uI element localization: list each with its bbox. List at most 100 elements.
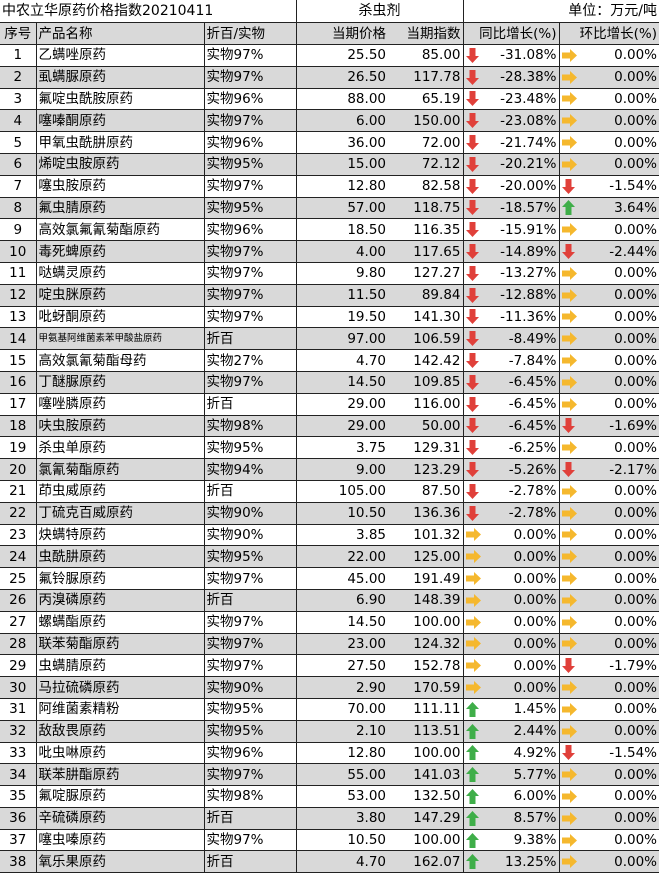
- arrow-right-icon: [561, 503, 578, 523]
- arrow-down-icon: [465, 394, 482, 414]
- product-name: 吡蚜酮原药: [36, 306, 205, 329]
- row-no: 21: [0, 480, 37, 503]
- mom-value: -2.17%: [609, 461, 657, 478]
- row-no: 19: [0, 436, 37, 460]
- mom-cell: 0.00%: [559, 218, 659, 242]
- yoy-value: 0.00%: [513, 592, 557, 609]
- yoy-cell: -20.21%: [463, 153, 560, 176]
- yoy-value: -12.88%: [500, 287, 557, 304]
- arrow-right-icon: [561, 45, 578, 65]
- product-name: 甲氨基阿维菌素苯甲酸盐原药: [36, 327, 205, 351]
- arrow-down-icon: [465, 242, 482, 262]
- yoy-cell: -6.25%: [463, 436, 560, 460]
- yoy-value: 0.00%: [513, 657, 557, 674]
- mom-value: 0.00%: [614, 810, 657, 827]
- mom-cell: 0.00%: [559, 44, 659, 67]
- table-row: 2 虱螨脲原药 实物97% 26.50 117.78 -28.38% 0.00%: [0, 66, 659, 89]
- mom-value: 0.00%: [614, 788, 657, 805]
- arrow-right-icon: [561, 569, 578, 589]
- mom-value: 0.00%: [614, 635, 657, 652]
- spec: 折百: [204, 850, 297, 873]
- price: 88.00: [296, 88, 388, 111]
- table-row: 36 辛硫磷原药 折百 3.80 147.29 8.57% 0.00%: [0, 807, 659, 830]
- header-name: 产品名称: [36, 22, 205, 45]
- product-name: 噻虫胺原药: [36, 175, 205, 198]
- arrow-right-icon: [465, 634, 482, 654]
- table-row: 12 啶虫脒原药 实物97% 11.50 89.84 -12.88% 0.00%: [0, 284, 659, 307]
- yoy-value: -13.27%: [500, 265, 557, 282]
- arrow-down-icon: [465, 176, 482, 196]
- arrow-right-icon: [561, 111, 578, 131]
- table-row: 20 氯氰菊酯原药 实物94% 9.00 123.29 -5.26% -2.17%: [0, 458, 659, 481]
- price: 3.85: [296, 524, 388, 547]
- arrow-right-icon: [561, 678, 578, 698]
- header-row: 序号 产品名称 折百/实物 当期价格 当期指数 同比增长(%) 环比增长(%): [0, 22, 659, 45]
- mom-cell: 0.00%: [559, 720, 659, 743]
- product-name: 杀虫单原药: [36, 436, 205, 460]
- yoy-cell: 0.00%: [463, 567, 560, 590]
- table-row: 35 氟啶脲原药 实物98% 53.00 132.50 6.00% 0.00%: [0, 785, 659, 808]
- arrow-right-icon: [561, 481, 578, 501]
- mom-value: 0.00%: [614, 832, 657, 849]
- arrow-right-icon: [561, 351, 578, 371]
- table-row: 26 丙溴磷原药 折百 6.90 148.39 0.00% 0.00%: [0, 589, 659, 612]
- price: 6.90: [296, 589, 388, 612]
- row-no: 28: [0, 633, 37, 656]
- price: 25.50: [296, 44, 388, 67]
- product-name: 氯氰菊酯原药: [36, 458, 205, 481]
- yoy-cell: 13.25%: [463, 850, 560, 873]
- mom-value: -1.54%: [609, 744, 657, 761]
- index: 101.32: [388, 524, 464, 547]
- yoy-value: -8.49%: [508, 330, 557, 347]
- arrow-right-icon: [561, 786, 578, 806]
- product-name: 虫螨腈原药: [36, 654, 205, 678]
- row-no: 17: [0, 393, 37, 416]
- arrow-down-icon: [561, 460, 578, 480]
- yoy-cell: -2.78%: [463, 480, 560, 503]
- yoy-cell: -28.38%: [463, 66, 560, 89]
- row-no: 25: [0, 567, 37, 590]
- yoy-cell: -12.88%: [463, 284, 560, 307]
- yoy-cell: -23.08%: [463, 109, 560, 133]
- index: 141.03: [388, 763, 464, 787]
- header-spec: 折百/实物: [204, 22, 297, 45]
- spec: 折百: [204, 807, 297, 830]
- mom-cell: -2.17%: [559, 458, 659, 481]
- title-row: 中农立华原药价格指数20210411 杀虫剂 单位：万元/吨: [0, 0, 659, 23]
- mom-cell: -1.54%: [559, 175, 659, 198]
- arrow-right-icon: [561, 89, 578, 109]
- yoy-cell: -6.45%: [463, 415, 560, 438]
- yoy-value: 0.00%: [513, 526, 557, 543]
- spec: 实物97%: [204, 306, 297, 329]
- arrow-up-icon: [465, 765, 482, 785]
- yoy-cell: -2.78%: [463, 502, 560, 525]
- table-row: 30 马拉硫磷原药 实物90% 2.90 170.59 0.00% 0.00%: [0, 676, 659, 699]
- mom-value: 3.64%: [614, 199, 657, 216]
- row-no: 29: [0, 654, 37, 678]
- row-no: 32: [0, 720, 37, 743]
- mom-cell: 0.00%: [559, 153, 659, 176]
- index: 150.00: [388, 109, 464, 133]
- spec: 实物97%: [204, 371, 297, 394]
- yoy-cell: 4.92%: [463, 742, 560, 765]
- yoy-value: -11.36%: [500, 308, 557, 325]
- spec: 实物97%: [204, 66, 297, 89]
- price: 2.90: [296, 676, 388, 699]
- arrow-up-icon: [465, 786, 482, 806]
- arrow-down-icon: [465, 285, 482, 305]
- index: 136.36: [388, 502, 464, 525]
- price: 2.10: [296, 720, 388, 743]
- arrow-right-icon: [561, 394, 578, 414]
- spec: 实物97%: [204, 633, 297, 656]
- yoy-value: 9.38%: [513, 832, 557, 849]
- price: 15.00: [296, 153, 388, 176]
- mom-value: 0.00%: [614, 526, 657, 543]
- spec: 实物95%: [204, 436, 297, 460]
- index: 111.11: [388, 698, 464, 721]
- yoy-value: 2.44%: [513, 723, 557, 740]
- spec: 实物97%: [204, 829, 297, 852]
- yoy-value: 13.25%: [505, 853, 557, 870]
- index: 116.00: [388, 393, 464, 416]
- yoy-cell: -15.91%: [463, 218, 560, 242]
- row-no: 38: [0, 850, 37, 873]
